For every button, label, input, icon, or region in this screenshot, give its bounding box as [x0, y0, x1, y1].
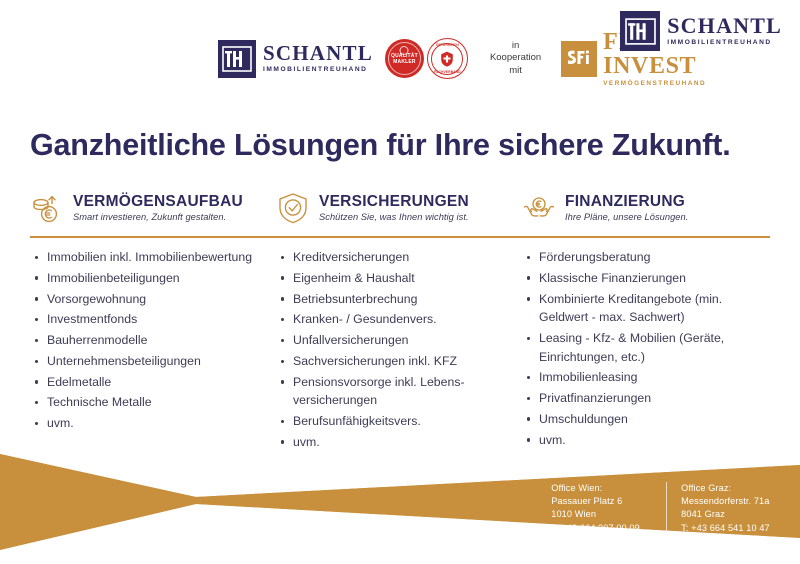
list-item: Kranken- / Gesundenvers.: [276, 310, 508, 329]
list-item: Kombinierte Kreditangebote (min. Geldwer…: [522, 290, 754, 327]
list-item: uvm.: [30, 414, 262, 433]
category-title: VERSICHERUNGEN: [319, 192, 469, 210]
shield-check-icon: [276, 191, 310, 225]
office-street: Messendorferstr. 71a: [681, 496, 770, 507]
list-item: Leasing - Kfz- & Mobilien (Geräte, Einri…: [522, 329, 754, 366]
seal-line-2: MAKLER: [393, 58, 416, 65]
category-subtitle: Ihre Pläne, unsere Lösungen.: [565, 212, 689, 223]
list-item: Immobilien inkl. Immobilienbewertung: [30, 248, 262, 267]
schantl-wordmark: SCHANTL IMMOBILIENTREUHAND: [263, 43, 373, 74]
list-item: uvm.: [522, 431, 754, 450]
wirtschaftskammer-seal-icon: ÖSTERREICH FACHVERBAND: [426, 38, 468, 80]
list-item: Immobilienbeteiligungen: [30, 269, 262, 288]
gold-divider-rule: [30, 236, 770, 238]
list-item: Förderungsberatung: [522, 248, 754, 267]
schantl-corner-name: SCHANTL: [667, 13, 782, 39]
ith-monogram-icon-corner: [620, 11, 661, 51]
category-title: FINANZIERUNG: [565, 192, 686, 210]
service-list: Kreditversicherungen Eigenheim & Haushalt…: [276, 248, 508, 451]
category-subtitle: Smart investieren, Zukunft gestalten.: [73, 212, 227, 223]
schantl-tagline: IMMOBILIENTREUHAND: [263, 66, 368, 74]
list-item: Immobilienleasing: [522, 368, 754, 387]
sfi-monogram-icon: [561, 40, 598, 77]
list-item: Bauherrenmodelle: [30, 331, 262, 350]
hands-holding-euro-icon: [522, 191, 556, 225]
service-lists: Immobilien inkl. Immobilienbewertung Immo…: [30, 248, 770, 454]
header-logo-bar: SCHANTL IMMOBILIENTREUHAND QUALITÄT MAKL…: [0, 0, 800, 100]
seal-line-1: QUALITÄT: [391, 52, 418, 59]
list-item: Pensionsvorsorge inkl. Lebens-versicheru…: [276, 373, 508, 410]
cooperation-line-1: in: [511, 39, 520, 51]
office-city: 8041 Graz: [681, 509, 725, 520]
list-item: Betriebsunterbrechung: [276, 290, 508, 309]
list-item: Eigenheim & Haushalt: [276, 269, 508, 288]
cooperation-note: in Kooperation mit: [490, 40, 541, 78]
category-versicherungen: VERSICHERUNGEN Schützen Sie, was Ihnen w…: [276, 186, 522, 230]
category-finanzierung: FINANZIERUNG Ihre Pläne, unsere Lösungen…: [522, 186, 768, 230]
list-item: Klassische Finanzierungen: [522, 269, 754, 288]
office-email[interactable]: E: office@sfi-invest.com: [551, 535, 653, 546]
service-list: Förderungsberatung Klassische Finanzierun…: [522, 248, 754, 449]
schantl-name: SCHANTL: [263, 41, 373, 66]
seal-top-text: ÖSTERREICH: [435, 43, 459, 48]
office-email[interactable]: E: office@schantl-ith.at: [681, 535, 778, 546]
list-item: Berufsunfähigkeitsvers.: [276, 412, 508, 431]
list-item: Technische Metalle: [30, 393, 262, 412]
office-graz-block: Office Graz: Messendorferstr. 71a 8041 G…: [666, 481, 778, 548]
financial-invest-tagline: VERMÖGENSTREUHAND: [603, 80, 707, 87]
category-title: VERMÖGENSAUFBAU: [73, 192, 243, 210]
ith-monogram-icon: [218, 39, 256, 78]
schantl-corner-tagline: IMMOBILIENTREUHAND: [667, 39, 772, 47]
category-vermoegensaufbau: VERMÖGENSAUFBAU Smart investieren, Zukun…: [30, 186, 276, 230]
list-finanzierung: Förderungsberatung Klassische Finanzierun…: [522, 248, 768, 454]
category-subtitle: Schützen Sie, was Ihnen wichtig ist.: [319, 212, 469, 223]
list-vermoegensaufbau: Immobilien inkl. Immobilienbewertung Immo…: [30, 248, 276, 454]
list-versicherungen: Kreditversicherungen Eigenheim & Haushalt…: [276, 248, 522, 454]
certification-seals: QUALITÄT MAKLER ÖSTERREICH FACHVERBAND: [384, 38, 468, 80]
list-item: Sachversicherungen inkl. KFZ: [276, 352, 508, 371]
list-item: Vorsorgewohnung: [30, 290, 262, 309]
cooperation-line-3: mit: [509, 64, 522, 76]
list-item: Umschuldungen: [522, 410, 754, 429]
office-label: Office Wien:: [551, 482, 603, 493]
crest-icon: [441, 51, 454, 67]
category-headers: VERMÖGENSAUFBAU Smart investieren, Zukun…: [30, 186, 770, 230]
coins-euro-growth-icon: [30, 191, 64, 225]
schantl-corner-logo: SCHANTL IMMOBILIENTREUHAND: [620, 10, 782, 52]
office-city: 1010 Wien: [551, 509, 597, 520]
list-item: Kreditversicherungen: [276, 248, 508, 267]
office-street: Passauer Platz 6: [551, 496, 623, 507]
list-item: Privatfinanzierungen: [522, 389, 754, 408]
office-phone[interactable]: T: +43 664 307 00 09: [551, 522, 640, 533]
service-list: Immobilien inkl. Immobilienbewertung Immo…: [30, 248, 262, 433]
qualitaets-makler-seal-icon: QUALITÄT MAKLER: [384, 39, 424, 79]
schantl-primary-logo: SCHANTL IMMOBILIENTREUHAND: [218, 39, 373, 78]
seal-bottom-text: FACHVERBAND: [434, 70, 461, 75]
list-item: Edelmetalle: [30, 373, 262, 392]
list-item: uvm.: [276, 433, 508, 452]
office-label: Office Graz:: [681, 482, 732, 493]
office-phone[interactable]: T: +43 664 541 10 47: [681, 522, 770, 533]
list-item: Unfallversicherungen: [276, 331, 508, 350]
footer-contacts: Office Wien: Passauer Platz 6 1010 Wien …: [551, 481, 778, 548]
list-item: Investmentfonds: [30, 310, 262, 329]
list-item: Unternehmensbeteiligungen: [30, 352, 262, 371]
page-title: Ganzheitliche Lösungen für Ihre sichere …: [30, 128, 731, 162]
cooperation-line-2: Kooperation: [489, 52, 542, 64]
schantl-corner-wordmark: SCHANTL IMMOBILIENTREUHAND: [667, 15, 782, 47]
office-wien-block: Office Wien: Passauer Platz 6 1010 Wien …: [551, 482, 666, 548]
footer-gold-banner: [0, 440, 800, 564]
